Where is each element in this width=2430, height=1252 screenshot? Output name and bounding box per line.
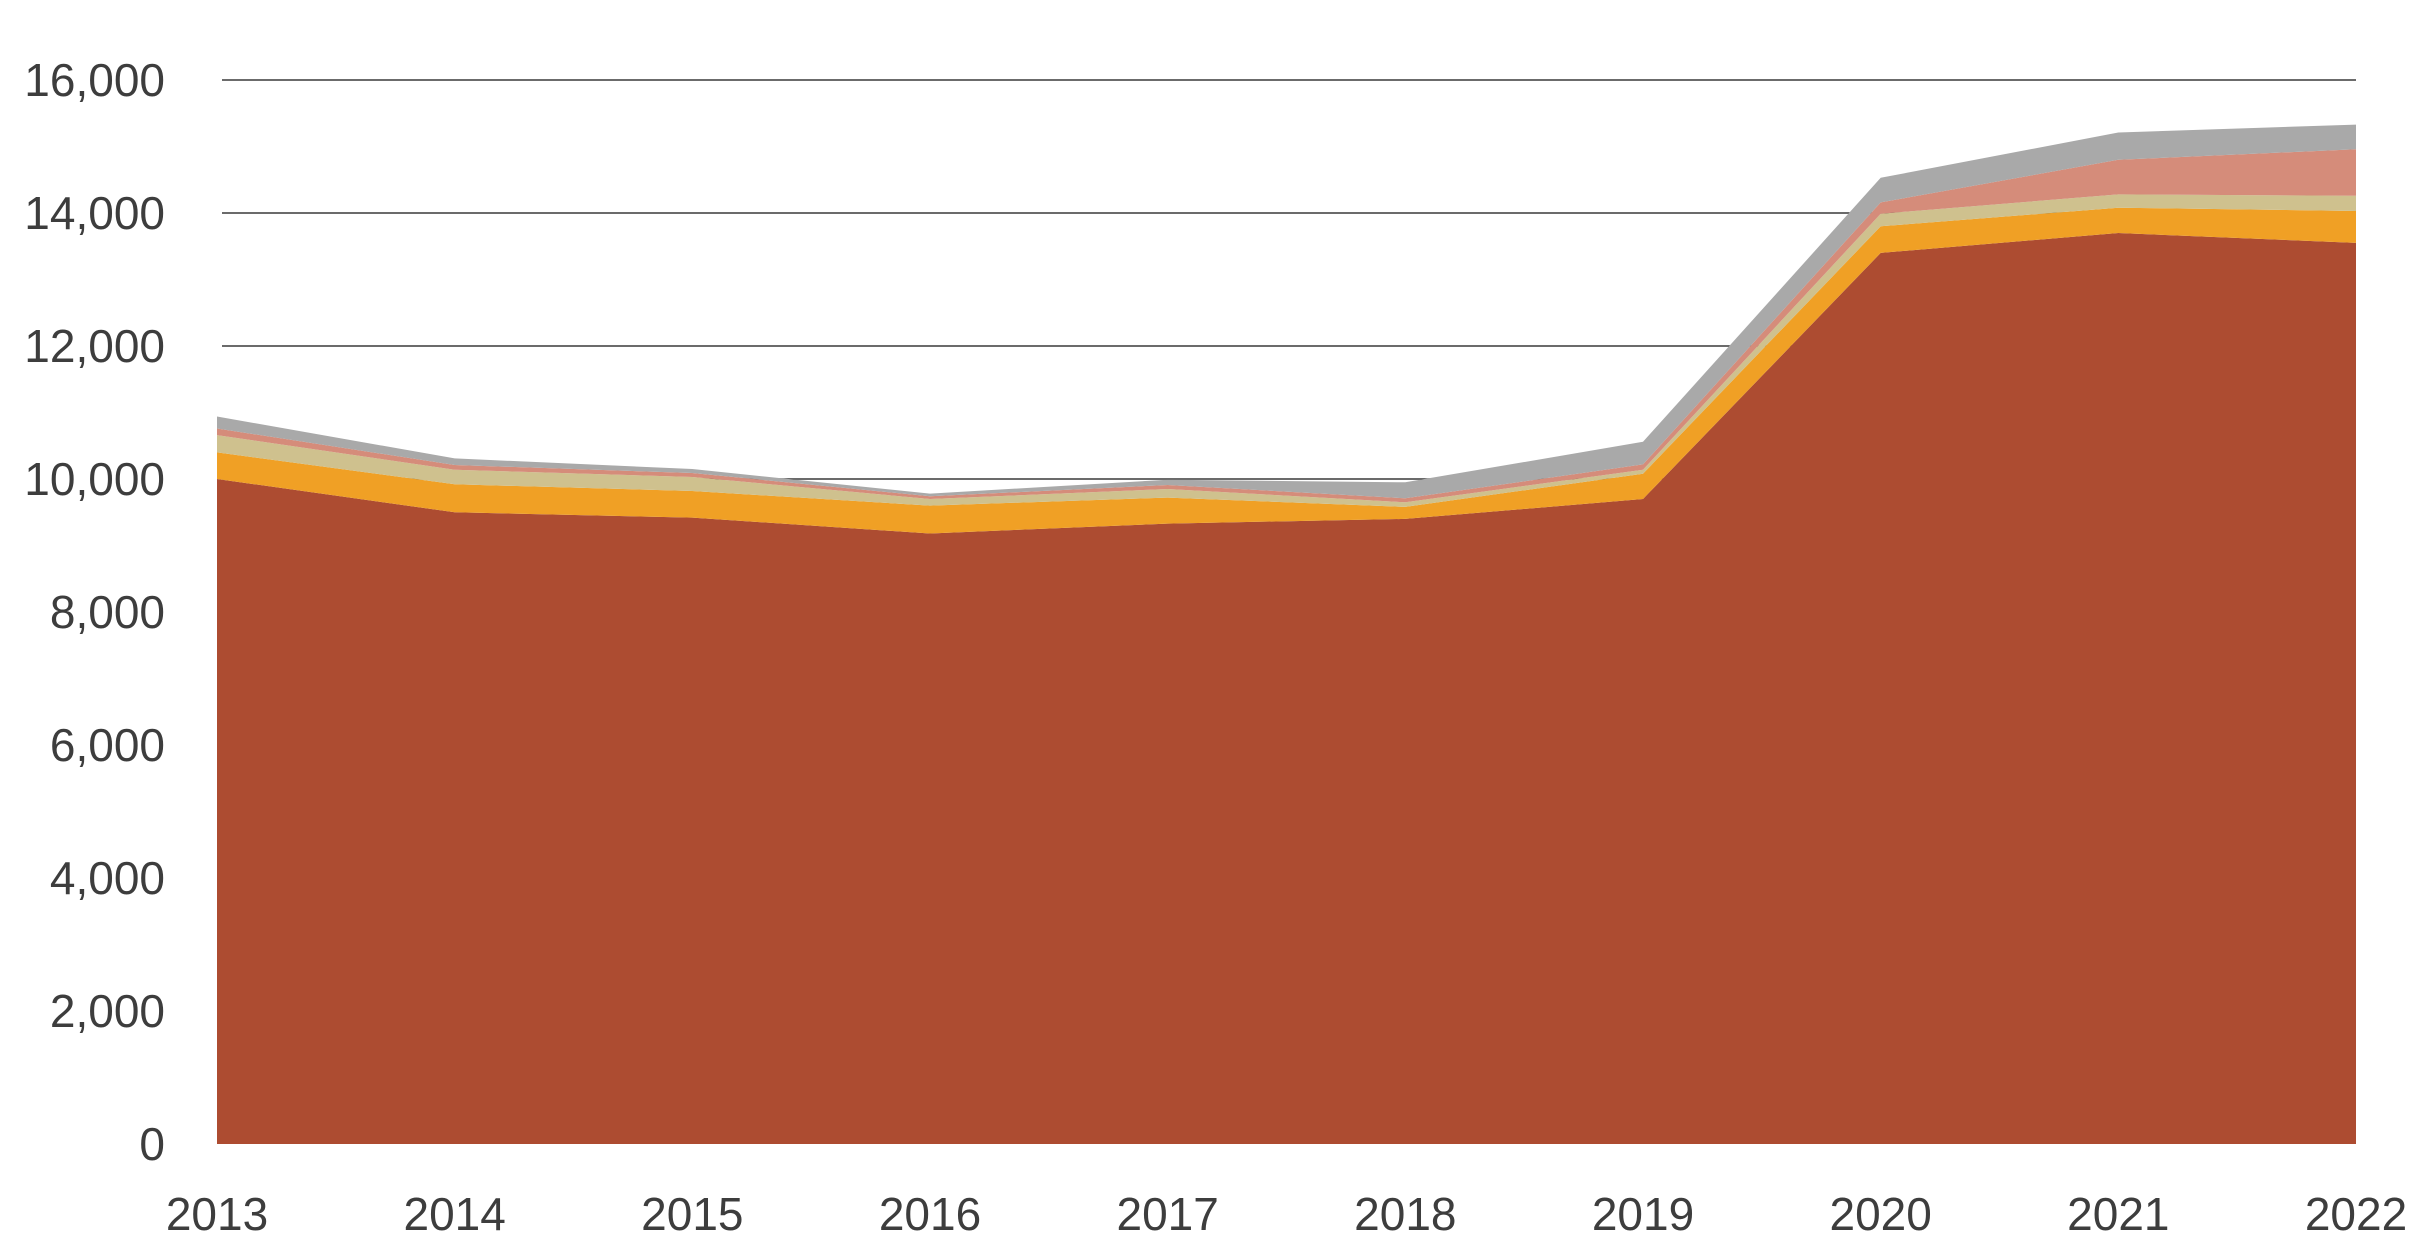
area-series-5 xyxy=(217,124,2356,499)
x-tick-label: 2013 xyxy=(166,1188,268,1240)
y-tick-label: 0 xyxy=(139,1118,165,1170)
y-tick-label: 8,000 xyxy=(50,586,165,638)
x-axis-tick-labels: 2013 2014 2015 2016 2017 2018 2019 2020 2021 2022 xyxy=(166,1188,2407,1240)
y-axis-tick-labels: 0 2,000 4,000 6,000 8,000 10,000 12,000 14,000 1… xyxy=(24,54,165,1170)
area-series-4 xyxy=(217,149,2356,503)
y-tick-label: 4,000 xyxy=(50,852,165,904)
y-tick-label: 16,000 xyxy=(24,54,165,106)
x-tick-label: 2019 xyxy=(1592,1188,1694,1240)
x-tick-label: 2018 xyxy=(1354,1188,1456,1240)
x-tick-label: 2021 xyxy=(2067,1188,2169,1240)
area-series xyxy=(217,124,2356,1144)
y-tick-label: 12,000 xyxy=(24,320,165,372)
y-tick-label: 2,000 xyxy=(50,985,165,1037)
x-tick-label: 2014 xyxy=(403,1188,505,1240)
x-tick-label: 2016 xyxy=(879,1188,981,1240)
area-series-3 xyxy=(217,194,2356,507)
x-tick-label: 2020 xyxy=(1829,1188,1931,1240)
y-tick-label: 6,000 xyxy=(50,719,165,771)
x-tick-label: 2017 xyxy=(1116,1188,1218,1240)
area-series-1 xyxy=(217,233,2356,1144)
y-tick-label: 10,000 xyxy=(24,453,165,505)
x-tick-label: 2022 xyxy=(2305,1188,2407,1240)
area-series-2 xyxy=(217,207,2356,534)
x-tick-label: 2015 xyxy=(641,1188,743,1240)
y-tick-label: 14,000 xyxy=(24,187,165,239)
